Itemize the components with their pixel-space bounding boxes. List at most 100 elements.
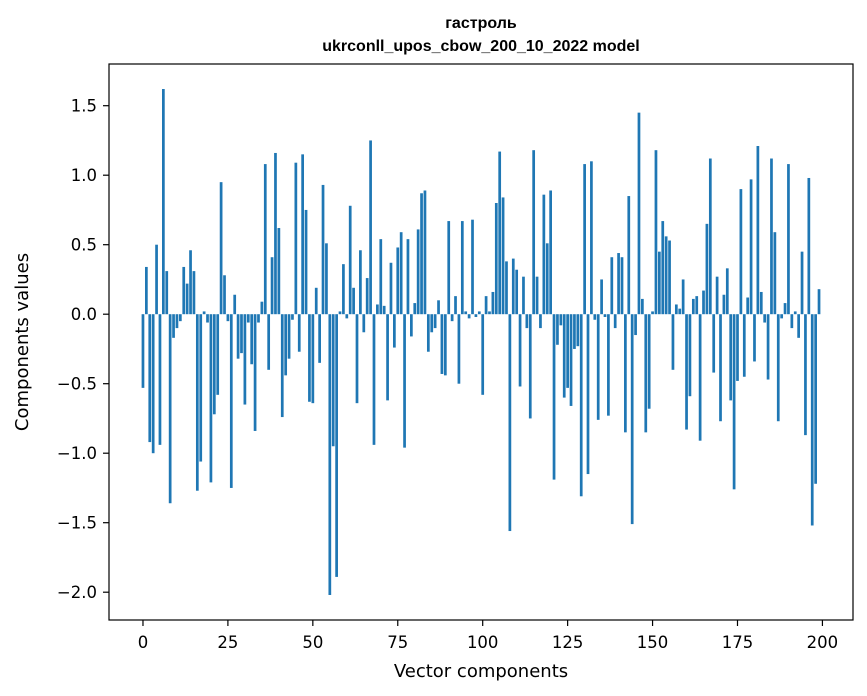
bar <box>763 314 767 323</box>
bar <box>624 314 627 433</box>
bar <box>494 203 498 315</box>
bar <box>270 257 274 315</box>
bar <box>426 314 430 352</box>
bar <box>556 314 559 345</box>
bar <box>783 303 787 315</box>
bar <box>797 314 800 338</box>
bar <box>365 278 369 315</box>
bar <box>189 250 192 315</box>
bar <box>457 314 461 384</box>
bar <box>403 314 406 448</box>
bar <box>749 179 753 315</box>
bar <box>613 314 617 329</box>
bar <box>729 314 733 401</box>
x-tick-label: 125 <box>552 633 584 652</box>
bar <box>691 298 695 315</box>
bar <box>393 314 396 348</box>
bar <box>725 268 729 315</box>
bar <box>674 304 678 315</box>
bar <box>501 197 505 315</box>
bar <box>454 296 457 315</box>
bar <box>773 232 777 315</box>
y-axis-label: Components values <box>12 253 33 431</box>
bar <box>528 314 532 419</box>
bar <box>471 219 474 315</box>
bar <box>291 314 294 320</box>
bar <box>386 314 389 401</box>
bar <box>440 314 444 374</box>
bar <box>209 314 213 483</box>
bar <box>630 314 634 525</box>
bar <box>151 314 155 454</box>
bar <box>308 314 311 402</box>
y-tick-label: −2.0 <box>57 583 97 602</box>
bar <box>535 276 539 315</box>
bar <box>573 314 576 349</box>
bar <box>202 311 206 315</box>
bar <box>372 314 376 445</box>
bar <box>539 314 542 329</box>
bar <box>342 264 345 315</box>
bar <box>359 250 362 315</box>
bar <box>362 314 366 333</box>
bar <box>681 279 685 315</box>
bar <box>406 239 410 315</box>
bar <box>206 314 209 323</box>
bar <box>793 311 797 315</box>
y-tick-label: 1.5 <box>71 97 97 116</box>
bar <box>559 314 563 326</box>
bar <box>790 314 794 329</box>
bar <box>746 297 750 315</box>
bar <box>226 314 230 322</box>
x-tick-label: 50 <box>302 633 323 652</box>
bar <box>195 314 199 491</box>
bar <box>603 314 607 317</box>
bar <box>688 314 692 397</box>
bar <box>708 158 712 315</box>
bar <box>233 294 237 315</box>
bar <box>145 266 148 315</box>
bar <box>328 314 332 595</box>
bar <box>389 262 393 315</box>
bar <box>420 193 423 315</box>
bar <box>294 162 298 315</box>
x-tick-label: 150 <box>637 633 669 652</box>
bar <box>637 112 641 315</box>
bar <box>780 314 784 319</box>
bar <box>644 314 648 433</box>
bar <box>607 314 610 416</box>
bar <box>532 150 536 315</box>
bar <box>355 314 359 404</box>
bar <box>280 314 284 418</box>
bar <box>413 303 417 315</box>
bar <box>175 314 179 329</box>
bar <box>335 314 338 577</box>
bar <box>522 276 525 315</box>
bar <box>318 314 321 363</box>
bar <box>331 314 335 447</box>
x-axis-label: Vector components <box>394 661 568 682</box>
x-tick-label: 75 <box>387 633 408 652</box>
bar <box>257 314 260 323</box>
bar <box>243 314 247 405</box>
bar <box>199 314 203 462</box>
bar <box>437 300 440 315</box>
bar <box>641 298 644 315</box>
x-tick-label: 0 <box>138 633 149 652</box>
bar <box>338 311 342 315</box>
bar <box>498 151 502 315</box>
bar <box>705 223 709 315</box>
bar <box>352 287 355 315</box>
bar <box>178 314 182 322</box>
bar <box>141 314 145 388</box>
bar <box>430 314 434 333</box>
plot-area-frame <box>108 63 854 621</box>
bar <box>804 314 807 436</box>
bar <box>182 266 186 315</box>
bar <box>185 283 189 315</box>
bar <box>223 275 226 315</box>
bar <box>345 314 349 319</box>
bar <box>678 308 682 315</box>
bar <box>277 228 281 315</box>
